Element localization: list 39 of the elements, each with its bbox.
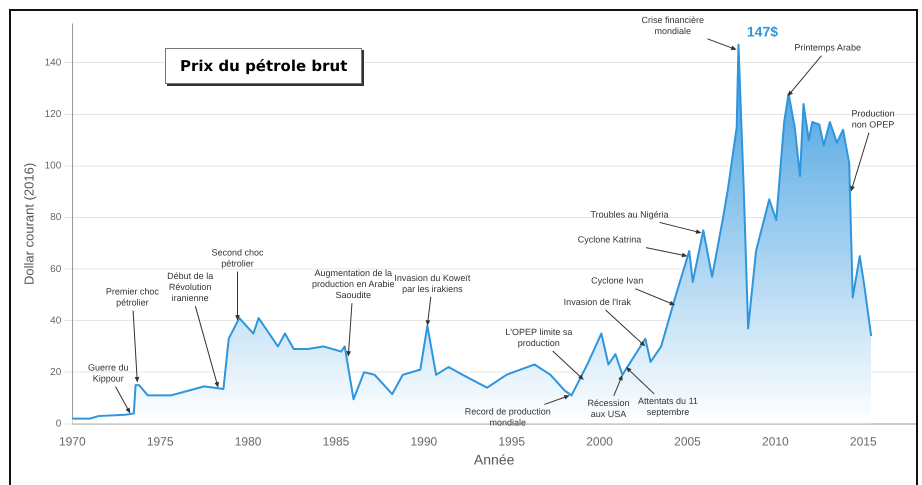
- x-tick-label: 1990: [410, 434, 438, 448]
- annotation: Début de la Révolution iranienne: [167, 271, 214, 304]
- annotation: Record de production mondiale: [464, 406, 551, 428]
- y-axis-title: Dollar courant (2016): [21, 162, 36, 285]
- x-tick-label: 2000: [586, 434, 614, 448]
- x-tick-label: 1995: [498, 434, 526, 448]
- annotation: Attentats du 11 septembre: [638, 396, 698, 418]
- annotation: Production non OPEP: [851, 108, 894, 130]
- x-tick-label: 1970: [58, 434, 86, 448]
- annotation: 147$: [746, 23, 778, 40]
- annotation: Troubles au Nigéria: [590, 209, 669, 220]
- y-tick-label: 20: [50, 366, 62, 378]
- x-tick-label: 2010: [762, 434, 790, 448]
- y-tick-label: 120: [44, 109, 62, 120]
- annotation: Cyclone Ivan: [591, 276, 644, 286]
- y-tick-label: 0: [56, 418, 62, 430]
- y-tick-label: 80: [50, 212, 62, 224]
- x-axis-title: Année: [474, 451, 515, 468]
- annotation: Guerre du Kippour: [88, 362, 129, 384]
- x-tick-label: 2015: [850, 434, 877, 448]
- y-tick-label: 140: [44, 57, 62, 68]
- annotation: Printemps Arabe: [794, 42, 861, 53]
- y-tick-label: 60: [50, 264, 62, 275]
- x-tick-label: 2005: [674, 434, 702, 448]
- x-tick-label: 1975: [146, 434, 174, 448]
- annotation: Second choc pétrolier: [211, 248, 264, 269]
- x-tick-label: 1980: [234, 434, 262, 448]
- annotation: Augmentation de la production en Arabie Saoudite: [312, 268, 395, 300]
- annotation: Cyclone Katrina: [578, 234, 642, 245]
- annotation: Récession aux USA: [587, 398, 630, 419]
- annotation: L'OPEP limite sa production: [505, 326, 572, 348]
- text: Prix du pétrole brut: [165, 48, 362, 84]
- annotation: Invasion du Koweït par les irakiens: [394, 272, 471, 294]
- annotation: Premier choc pétrolier: [106, 286, 160, 308]
- y-tick-label: 40: [50, 315, 62, 326]
- annotation: Invasion de l'Irak: [564, 296, 632, 307]
- y-tick-label: 100: [44, 160, 62, 172]
- x-tick-label: 1985: [322, 434, 350, 448]
- annotation: Crise financière mondiale: [641, 14, 704, 36]
